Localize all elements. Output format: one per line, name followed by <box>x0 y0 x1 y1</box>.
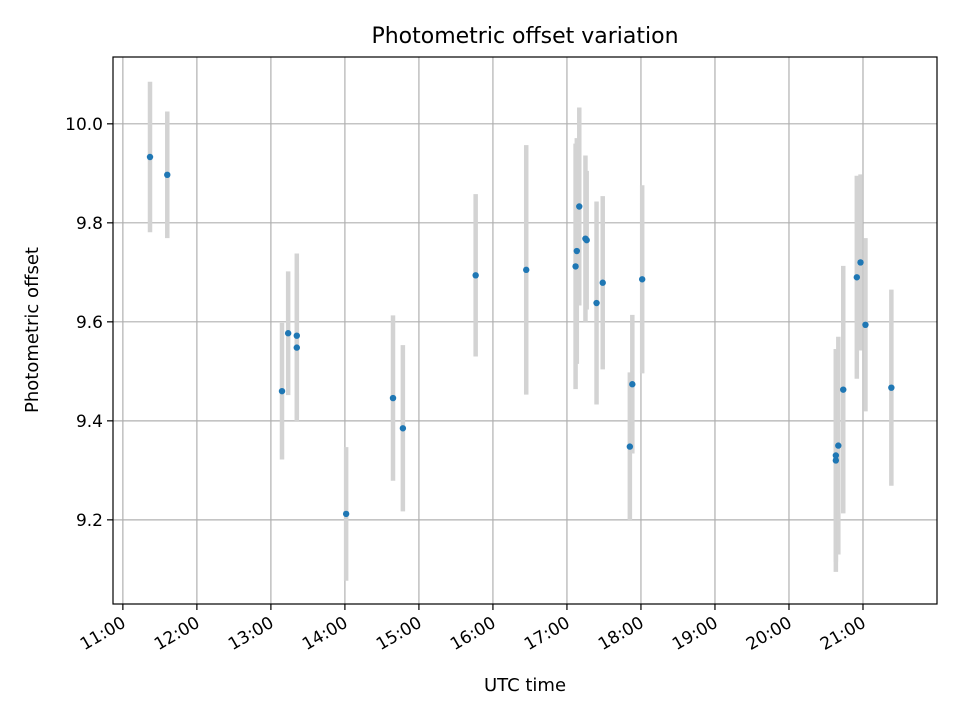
y-tick-label: 9.6 <box>76 313 103 333</box>
x-tick-label: 14:00 <box>299 613 351 655</box>
data-point <box>853 274 861 281</box>
data-point <box>576 203 583 210</box>
y-tick-label: 9.4 <box>76 412 103 432</box>
data-point <box>857 259 864 266</box>
data-point <box>626 443 634 450</box>
data-point <box>583 236 590 244</box>
data-point <box>593 299 600 307</box>
data-point <box>399 425 407 432</box>
x-tick-label: 17:00 <box>521 613 573 655</box>
data-point <box>862 321 869 329</box>
data-point <box>523 266 530 274</box>
chart-title: Photometric offset variation <box>371 24 678 49</box>
data-point <box>832 452 840 459</box>
y-axis: 9.2 9.4 9.6 9.8 10.0 <box>65 115 113 531</box>
x-tick-label: 12:00 <box>151 613 203 655</box>
x-tick-label: 21:00 <box>817 613 869 655</box>
data-point <box>146 153 154 161</box>
y-tick-label: 10.0 <box>65 115 103 135</box>
data-point <box>888 384 895 391</box>
plot-frame <box>112 56 938 605</box>
data-points <box>146 153 895 518</box>
data-point <box>293 332 300 339</box>
data-point <box>629 381 636 388</box>
data-point <box>472 272 479 279</box>
x-axis-label: UTC time <box>484 675 566 696</box>
x-tick-label: 15:00 <box>373 613 425 655</box>
data-point <box>389 394 397 402</box>
data-point <box>572 263 579 270</box>
x-tick-label: 20:00 <box>743 613 795 655</box>
data-point <box>164 171 171 179</box>
data-point <box>573 247 581 255</box>
data-point <box>599 279 606 286</box>
x-tick-label: 13:00 <box>225 613 277 655</box>
x-tick-label: 16:00 <box>447 613 499 655</box>
x-tick-label: 11:00 <box>77 613 129 655</box>
x-axis: 11:00 12:00 13:00 14:00 15:00 16:00 17:00 18:00… <box>77 604 869 655</box>
data-point <box>293 344 300 351</box>
x-tick-label: 19:00 <box>669 613 721 655</box>
data-point <box>342 510 350 518</box>
data-point <box>832 457 840 464</box>
data-point <box>284 330 292 337</box>
data-point <box>278 387 286 395</box>
data-point <box>638 276 646 283</box>
y-tick-label: 9.2 <box>76 511 103 531</box>
x-tick-label: 18:00 <box>595 613 647 655</box>
y-tick-label: 9.8 <box>76 214 103 234</box>
y-axis-label: Photometric offset <box>22 247 43 413</box>
data-point <box>840 386 847 393</box>
data-point <box>835 442 842 449</box>
